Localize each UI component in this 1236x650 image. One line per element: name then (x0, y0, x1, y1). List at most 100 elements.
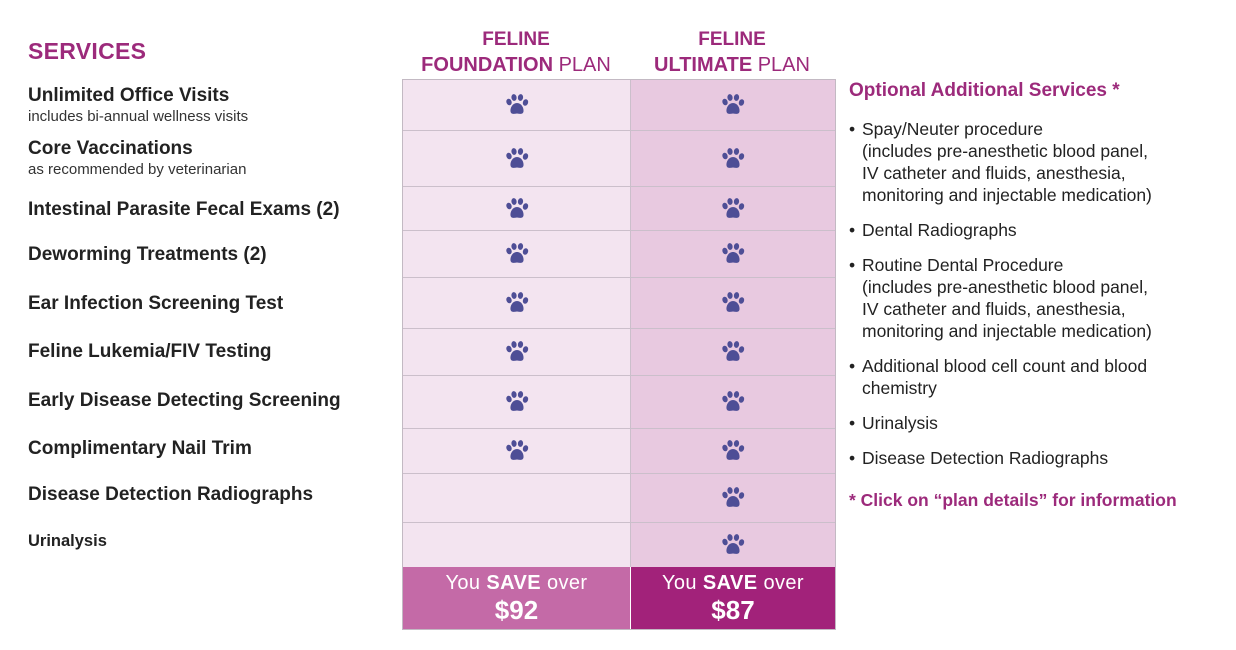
grid-row (403, 474, 835, 523)
optional-service-line: IV catheter and fluids, anesthesia, (862, 299, 1126, 319)
optional-services-list: • Spay/Neuter procedure (includes pre-anes… (849, 118, 1219, 482)
optional-service-item: • Spay/Neuter procedure (includes pre-anes… (849, 118, 1219, 206)
ultimate-cell (631, 429, 835, 473)
service-name: Deworming Treatments (2) (28, 244, 267, 265)
optional-service-line: monitoring and injectable medication) (862, 321, 1152, 341)
plan-header-line1: FELINE (698, 29, 766, 50)
plan-name: ULTIMATE (654, 54, 753, 76)
bullet-icon: • (849, 356, 856, 376)
paw-icon (505, 341, 528, 361)
paw-icon (505, 147, 528, 168)
optional-service-item: • Additional blood cell count and blood ch… (849, 355, 1219, 399)
plan-details-note: * Click on “plan details” for informatio… (849, 490, 1177, 510)
plan-comparison-grid: You SAVE over $92 You SAVE over $87 (402, 79, 836, 630)
foundation-savings: You SAVE over $92 (403, 567, 631, 629)
foundation-cell (403, 523, 631, 567)
optional-service-line: Dental Radiographs (862, 220, 1017, 240)
service-name: Ear Infection Screening Test (28, 293, 284, 314)
optional-service-line: Spay/Neuter procedure (862, 119, 1043, 139)
grid-row (403, 187, 835, 231)
save-word: SAVE (486, 571, 542, 594)
savings-row: You SAVE over $92 You SAVE over $87 (403, 567, 835, 629)
ultimate-cell (631, 523, 835, 567)
paw-icon (505, 243, 528, 263)
optional-service-item: • Disease Detection Radiographs (849, 447, 1219, 469)
ultimate-cell (631, 131, 835, 186)
ultimate-cell (631, 329, 835, 375)
paw-icon (722, 534, 745, 554)
service-row: Urinalysis (28, 530, 398, 553)
plan-suffix: PLAN (558, 54, 611, 76)
service-name: Urinalysis (28, 532, 107, 550)
service-row: Deworming Treatments (2) (28, 243, 398, 266)
bullet-icon: • (849, 119, 856, 139)
save-suffix: over (546, 571, 588, 594)
ultimate-plan-header: FELINE ULTIMATE PLAN (618, 28, 846, 78)
save-word: SAVE (702, 571, 758, 594)
ultimate-savings: You SAVE over $87 (631, 567, 835, 629)
paw-icon (722, 487, 745, 507)
paw-icon (722, 292, 745, 312)
ultimate-cell (631, 376, 835, 428)
service-row: Ear Infection Screening Test (28, 292, 398, 315)
bullet-icon: • (849, 220, 856, 240)
foundation-cell (403, 376, 631, 428)
paw-icon (505, 292, 528, 312)
optional-service-item: • Routine Dental Procedure (includes pre-a… (849, 254, 1219, 342)
bullet-icon: • (849, 448, 856, 468)
paw-icon (722, 440, 745, 460)
foundation-cell (403, 80, 631, 130)
service-name: Feline Lukemia/FIV Testing (28, 341, 272, 362)
service-name: Core Vaccinations (28, 138, 193, 159)
optional-service-line: Routine Dental Procedure (862, 255, 1064, 275)
savings-amount: $87 (711, 594, 755, 625)
optional-service-line: Urinalysis (862, 413, 938, 433)
plan-header-line1: FELINE (482, 29, 550, 50)
service-row: Feline Lukemia/FIV Testing (28, 340, 398, 363)
service-name: Unlimited Office Visits (28, 85, 230, 106)
grid-row (403, 231, 835, 278)
optional-service-line: IV catheter and fluids, anesthesia, (862, 163, 1126, 183)
service-row: Core Vaccinations as recommended by veter… (28, 137, 398, 179)
ultimate-cell (631, 278, 835, 328)
service-name: Early Disease Detecting Screening (28, 390, 341, 411)
paw-icon (505, 197, 528, 218)
paw-icon (505, 440, 528, 460)
savings-amount: $92 (494, 594, 539, 625)
ultimate-cell (631, 80, 835, 130)
paw-icon (722, 147, 745, 168)
foundation-cell (403, 429, 631, 473)
save-suffix: over (763, 571, 804, 594)
grid-row (403, 376, 835, 429)
optional-service-item: • Urinalysis (849, 412, 1219, 434)
service-row: Complimentary Nail Trim (28, 437, 398, 460)
service-row: Early Disease Detecting Screening (28, 389, 398, 412)
optional-service-line: (includes pre-anesthetic blood panel, (862, 141, 1149, 161)
foundation-plan-header: FELINE FOUNDATION PLAN (402, 28, 630, 78)
bullet-icon: • (849, 255, 856, 275)
foundation-cell (403, 278, 631, 328)
service-name: Intestinal Parasite Fecal Exams (2) (28, 199, 340, 220)
service-name: Complimentary Nail Trim (28, 438, 252, 459)
foundation-cell (403, 231, 631, 277)
grid-row (403, 278, 835, 329)
ultimate-cell (631, 231, 835, 277)
foundation-cell (403, 474, 631, 522)
foundation-cell (403, 131, 631, 186)
optional-service-item: • Dental Radiographs (849, 219, 1219, 241)
ultimate-cell (631, 187, 835, 230)
save-prefix: You (445, 571, 481, 594)
paw-icon (722, 391, 745, 411)
paw-icon (722, 341, 745, 361)
optional-services-title: Optional Additional Services * (849, 80, 1120, 101)
ultimate-cell (631, 474, 835, 522)
grid-row (403, 131, 835, 187)
grid-row (403, 429, 835, 474)
grid-row (403, 523, 835, 567)
service-name: Disease Detection Radiographs (28, 484, 314, 505)
foundation-cell (403, 187, 631, 230)
optional-service-line: Additional blood cell count and blood (862, 356, 1148, 376)
paw-icon (722, 94, 745, 114)
service-description: as recommended by veterinarian (28, 161, 247, 178)
paw-icon (505, 391, 528, 411)
